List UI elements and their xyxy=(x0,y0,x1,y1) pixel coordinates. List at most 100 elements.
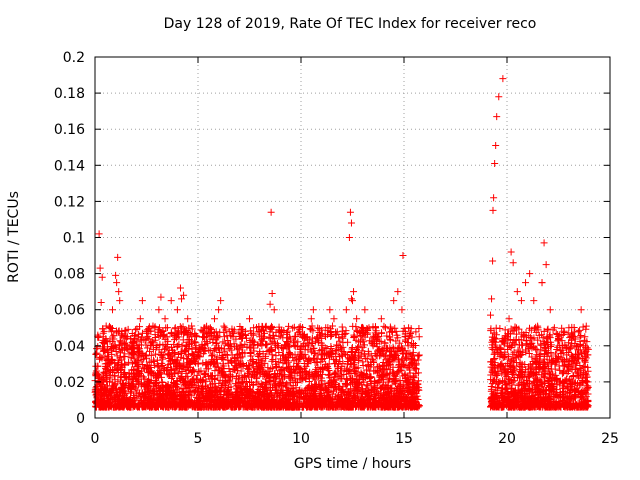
data-point xyxy=(177,374,185,382)
data-point xyxy=(380,322,388,330)
data-point xyxy=(336,337,344,345)
data-point xyxy=(116,337,124,345)
data-point xyxy=(285,342,293,350)
data-point xyxy=(168,374,176,382)
data-point xyxy=(175,340,183,348)
data-point xyxy=(404,338,412,346)
data-point xyxy=(180,354,188,362)
data-point xyxy=(373,352,381,360)
data-point xyxy=(363,355,371,363)
data-point xyxy=(409,352,417,360)
data-point xyxy=(344,360,352,368)
data-point xyxy=(377,337,385,345)
data-point xyxy=(261,323,269,331)
data-point xyxy=(384,354,392,362)
data-point xyxy=(319,366,327,374)
data-point xyxy=(358,386,366,394)
data-point xyxy=(197,367,205,375)
data-point xyxy=(329,322,337,330)
data-point xyxy=(367,374,375,382)
data-point xyxy=(408,340,416,348)
data-point xyxy=(355,342,363,350)
data-point xyxy=(220,322,228,330)
data-point xyxy=(380,366,388,374)
data-point xyxy=(328,390,336,398)
data-point xyxy=(179,388,187,396)
data-point xyxy=(400,385,408,393)
data-point xyxy=(116,354,124,362)
data-point xyxy=(219,338,227,346)
data-point xyxy=(286,350,294,358)
data-point xyxy=(272,328,280,336)
data-point xyxy=(220,371,228,379)
data-point xyxy=(236,341,244,349)
data-point xyxy=(147,351,155,359)
data-point xyxy=(338,323,346,331)
data-point xyxy=(344,338,352,346)
data-point xyxy=(323,364,331,372)
data-point xyxy=(262,352,270,360)
data-point xyxy=(410,374,418,382)
data-point xyxy=(117,376,125,384)
data-point xyxy=(186,357,194,365)
data-point xyxy=(368,355,376,363)
data-point xyxy=(131,384,139,392)
data-point xyxy=(182,346,190,354)
data-point xyxy=(178,385,186,393)
data-point xyxy=(350,332,358,340)
data-point xyxy=(395,361,403,369)
data-point xyxy=(412,328,420,336)
data-point xyxy=(310,344,318,352)
data-point xyxy=(294,338,302,346)
data-point xyxy=(139,336,147,344)
data-point xyxy=(128,360,136,368)
data-point xyxy=(254,328,262,336)
data-point xyxy=(406,372,414,380)
data-point xyxy=(263,341,271,349)
data-point xyxy=(190,366,198,374)
data-point xyxy=(227,346,235,354)
data-point xyxy=(284,327,292,335)
data-point xyxy=(214,332,222,340)
data-point xyxy=(268,347,276,355)
data-point xyxy=(552,371,560,379)
data-point xyxy=(270,335,278,343)
data-point xyxy=(582,322,590,330)
data-point xyxy=(381,339,389,347)
data-point xyxy=(350,386,358,394)
data-point xyxy=(255,353,263,361)
data-point xyxy=(400,324,408,332)
data-point xyxy=(237,367,245,375)
data-point xyxy=(326,378,334,386)
data-point xyxy=(156,351,164,359)
data-point xyxy=(138,329,146,337)
data-point xyxy=(131,326,139,334)
data-point xyxy=(137,341,145,349)
data-point xyxy=(100,346,108,354)
data-point xyxy=(176,323,184,331)
data-point xyxy=(407,330,415,338)
data-point xyxy=(487,325,495,333)
data-point xyxy=(315,325,323,333)
data-point xyxy=(266,346,274,354)
data-point xyxy=(188,350,196,358)
data-point xyxy=(285,322,293,330)
data-point xyxy=(389,343,397,351)
data-point xyxy=(309,391,317,399)
data-point xyxy=(150,361,158,369)
data-point xyxy=(402,378,410,386)
data-point xyxy=(137,356,145,364)
data-point xyxy=(110,366,118,374)
data-point xyxy=(415,325,423,333)
data-point xyxy=(396,339,404,347)
data-point xyxy=(152,350,160,358)
chart-title: Day 128 of 2019, Rate Of TEC Index for r… xyxy=(163,16,537,32)
data-point xyxy=(283,330,291,338)
data-point xyxy=(339,359,347,367)
data-point xyxy=(134,364,142,372)
data-point xyxy=(120,370,128,378)
data-point xyxy=(212,328,220,336)
data-point xyxy=(201,369,209,377)
data-point xyxy=(496,324,504,332)
